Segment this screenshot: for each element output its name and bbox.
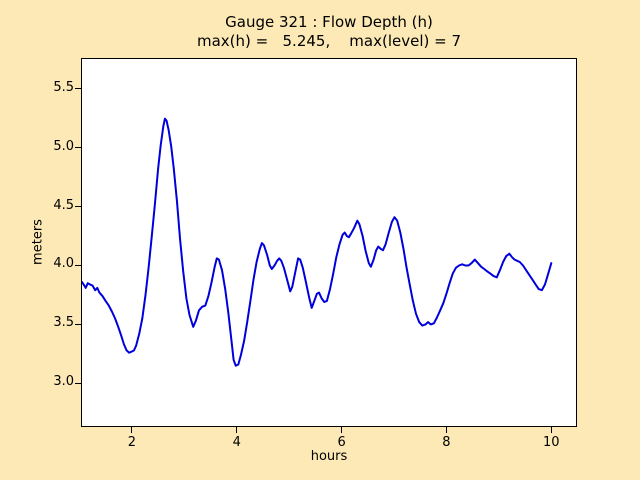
y-tick-label: 4.5: [53, 197, 74, 213]
y-tick-label: 3.5: [53, 315, 74, 331]
x-tick-mark: [236, 427, 238, 433]
y-tick-label: 3.0: [53, 374, 74, 390]
y-tick-label: 5.0: [53, 138, 74, 154]
x-tick-mark: [341, 427, 343, 433]
chart-title: Gauge 321 : Flow Depth (h): [225, 13, 433, 31]
y-tick-mark: [75, 147, 81, 149]
y-tick-label: 5.5: [53, 79, 74, 95]
x-tick-label: 8: [442, 435, 451, 450]
flow-depth-line: [81, 117, 553, 367]
x-tick-mark: [445, 427, 447, 433]
y-tick-mark: [75, 382, 81, 384]
x-axis-label: hours: [310, 449, 348, 464]
x-tick-label: 2: [127, 435, 136, 450]
y-tick-mark: [75, 323, 81, 325]
flow-depth-plot: [81, 58, 577, 427]
plot-background: [81, 58, 577, 427]
chart-subtitle: max(h) = 5.245, max(level) = 7: [196, 32, 462, 50]
plot-frame: [81, 58, 577, 427]
x-tick-label: 4: [232, 435, 241, 450]
y-tick-label: 4.0: [53, 256, 74, 272]
x-tick-mark: [131, 427, 133, 433]
plot-area: [81, 58, 577, 427]
y-tick-mark: [75, 264, 81, 266]
y-tick-mark: [75, 206, 81, 208]
x-tick-label: 6: [337, 435, 346, 450]
x-tick-label: 10: [543, 435, 560, 450]
x-tick-mark: [550, 427, 552, 433]
y-tick-mark: [75, 88, 81, 90]
